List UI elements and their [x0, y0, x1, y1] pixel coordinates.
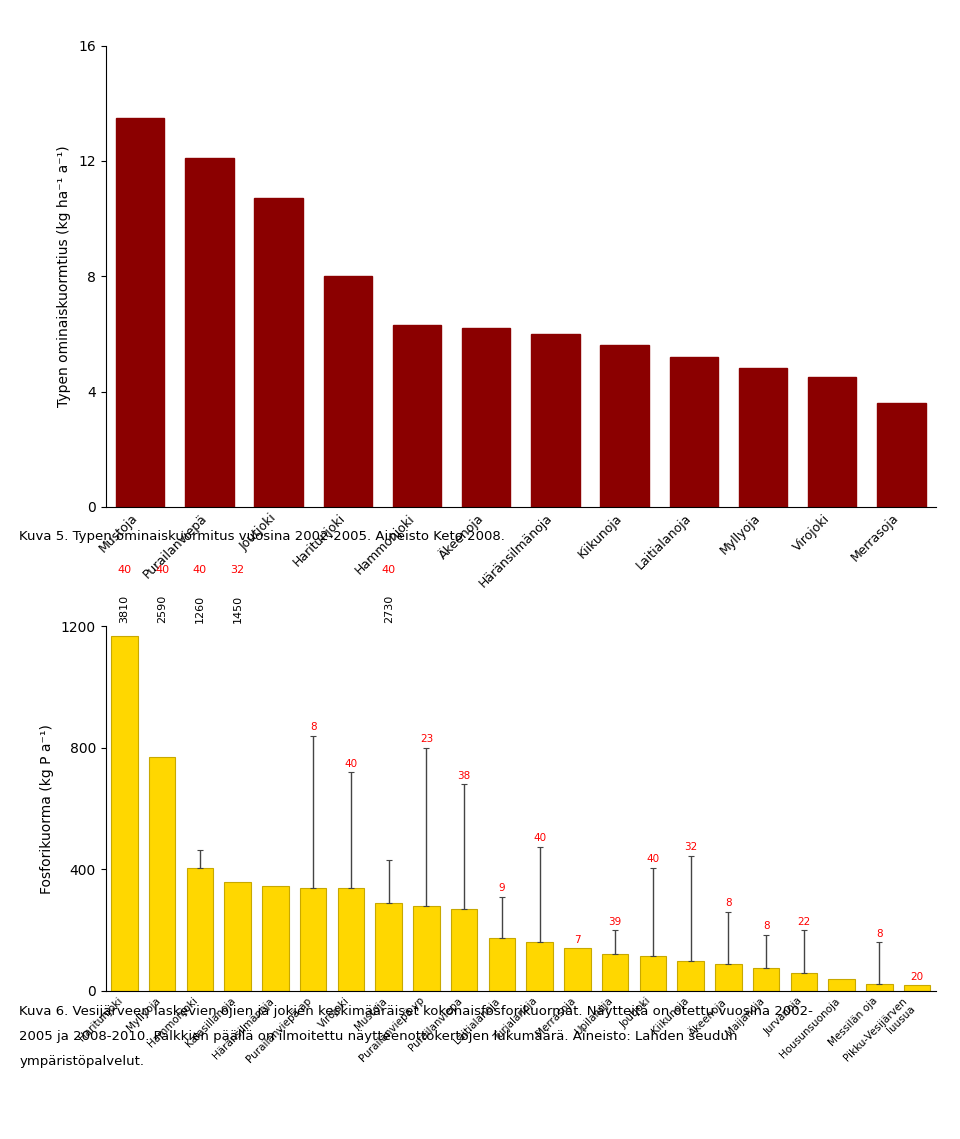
Bar — [185, 158, 233, 507]
Text: 2590: 2590 — [157, 595, 167, 623]
Bar — [828, 978, 854, 991]
Bar — [753, 968, 780, 991]
Bar — [225, 882, 251, 991]
Text: 8: 8 — [876, 928, 882, 939]
Bar — [808, 377, 856, 507]
Bar — [413, 906, 440, 991]
Text: 22: 22 — [797, 917, 810, 926]
Bar — [111, 636, 137, 991]
Text: 40: 40 — [382, 565, 396, 575]
Text: ympäristöpalvelut.: ympäristöpalvelut. — [19, 1055, 144, 1067]
Text: 38: 38 — [458, 771, 470, 780]
Text: 40: 40 — [533, 833, 546, 843]
Bar — [904, 985, 930, 991]
Bar — [739, 368, 787, 507]
Y-axis label: Typen ominaiskuormtius (kg ha⁻¹ a⁻¹): Typen ominaiskuormtius (kg ha⁻¹ a⁻¹) — [58, 146, 71, 407]
Bar — [564, 949, 590, 991]
Text: 23: 23 — [420, 735, 433, 744]
Text: 32: 32 — [684, 842, 697, 852]
Text: 40: 40 — [193, 565, 207, 575]
Bar — [669, 357, 718, 507]
Bar — [116, 117, 164, 507]
Bar — [393, 326, 442, 507]
Text: Kuva 5. Typen ominaiskuormitus vuosina 2002-2005. Aineisto Keto 2008.: Kuva 5. Typen ominaiskuormitus vuosina 2… — [19, 530, 505, 542]
Text: 1450: 1450 — [232, 595, 243, 623]
Bar — [877, 403, 925, 507]
Text: 40: 40 — [345, 759, 357, 769]
Bar — [639, 956, 666, 991]
Text: 40: 40 — [156, 565, 169, 575]
Text: 20: 20 — [911, 972, 924, 982]
Text: 9: 9 — [498, 883, 505, 893]
Text: 40: 40 — [117, 565, 132, 575]
Bar — [602, 954, 629, 991]
Bar — [451, 909, 477, 991]
Text: 8: 8 — [763, 921, 770, 931]
Bar — [149, 757, 176, 991]
Text: 1260: 1260 — [195, 595, 205, 623]
Bar — [254, 198, 302, 507]
Bar — [324, 276, 372, 507]
Text: 8: 8 — [310, 722, 317, 732]
Bar — [187, 868, 213, 991]
Text: 39: 39 — [609, 917, 622, 926]
Bar — [791, 973, 817, 991]
Bar — [526, 942, 553, 991]
Text: 2005 ja 2008-2010. Palkkien päällä on ilmoitettu näytteenottokertojen lukumäärä.: 2005 ja 2008-2010. Palkkien päällä on il… — [19, 1030, 737, 1042]
Text: Kuva 6. Vesijärveen laskevien ojien ja jokien keskimääräiset kokonaisfosforikuor: Kuva 6. Vesijärveen laskevien ojien ja j… — [19, 1005, 813, 1017]
Bar — [300, 887, 326, 991]
Bar — [262, 886, 289, 991]
Bar — [338, 887, 364, 991]
Bar — [375, 903, 402, 991]
Text: 7: 7 — [574, 935, 581, 944]
Bar — [531, 334, 580, 507]
Y-axis label: Fosforikuorma (kg P a⁻¹): Fosforikuorma (kg P a⁻¹) — [39, 723, 54, 894]
Text: 32: 32 — [230, 565, 245, 575]
Bar — [489, 937, 516, 991]
Text: 3810: 3810 — [119, 595, 130, 623]
Bar — [866, 984, 893, 991]
Bar — [715, 964, 742, 991]
Bar — [462, 328, 511, 507]
Text: 2730: 2730 — [384, 595, 394, 623]
Bar — [600, 345, 649, 507]
Bar — [678, 960, 704, 991]
Text: 8: 8 — [725, 899, 732, 908]
Text: 40: 40 — [646, 854, 660, 865]
